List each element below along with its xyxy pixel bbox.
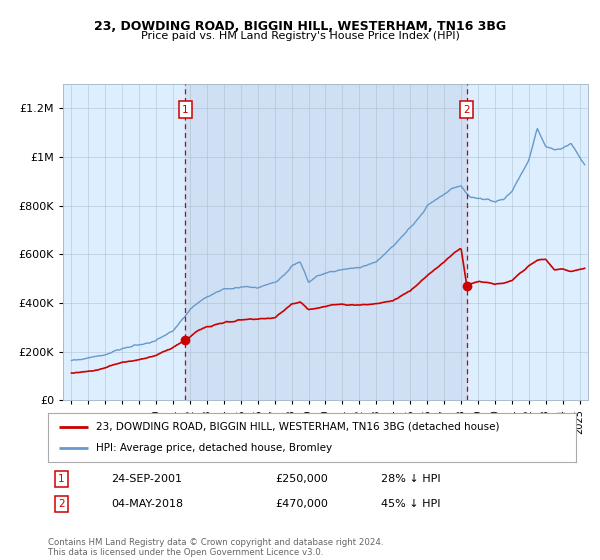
Text: Contains HM Land Registry data © Crown copyright and database right 2024.
This d: Contains HM Land Registry data © Crown c… [48, 538, 383, 557]
Text: 23, DOWDING ROAD, BIGGIN HILL, WESTERHAM, TN16 3BG (detached house): 23, DOWDING ROAD, BIGGIN HILL, WESTERHAM… [95, 422, 499, 432]
Text: 2: 2 [58, 499, 65, 509]
Text: Price paid vs. HM Land Registry's House Price Index (HPI): Price paid vs. HM Land Registry's House … [140, 31, 460, 41]
Bar [185, 84, 467, 400]
Text: £470,000: £470,000 [275, 499, 328, 509]
Text: 1: 1 [182, 105, 189, 115]
Text: 23, DOWDING ROAD, BIGGIN HILL, WESTERHAM, TN16 3BG: 23, DOWDING ROAD, BIGGIN HILL, WESTERHAM… [94, 20, 506, 32]
Text: 2: 2 [463, 105, 470, 115]
Text: 28% ↓ HPI: 28% ↓ HPI [380, 474, 440, 484]
Text: 24-SEP-2001: 24-SEP-2001 [112, 474, 182, 484]
Text: 04-MAY-2018: 04-MAY-2018 [112, 499, 184, 509]
Text: £250,000: £250,000 [275, 474, 328, 484]
Text: 45% ↓ HPI: 45% ↓ HPI [380, 499, 440, 509]
Text: HPI: Average price, detached house, Bromley: HPI: Average price, detached house, Brom… [95, 443, 332, 453]
Text: 1: 1 [58, 474, 65, 484]
